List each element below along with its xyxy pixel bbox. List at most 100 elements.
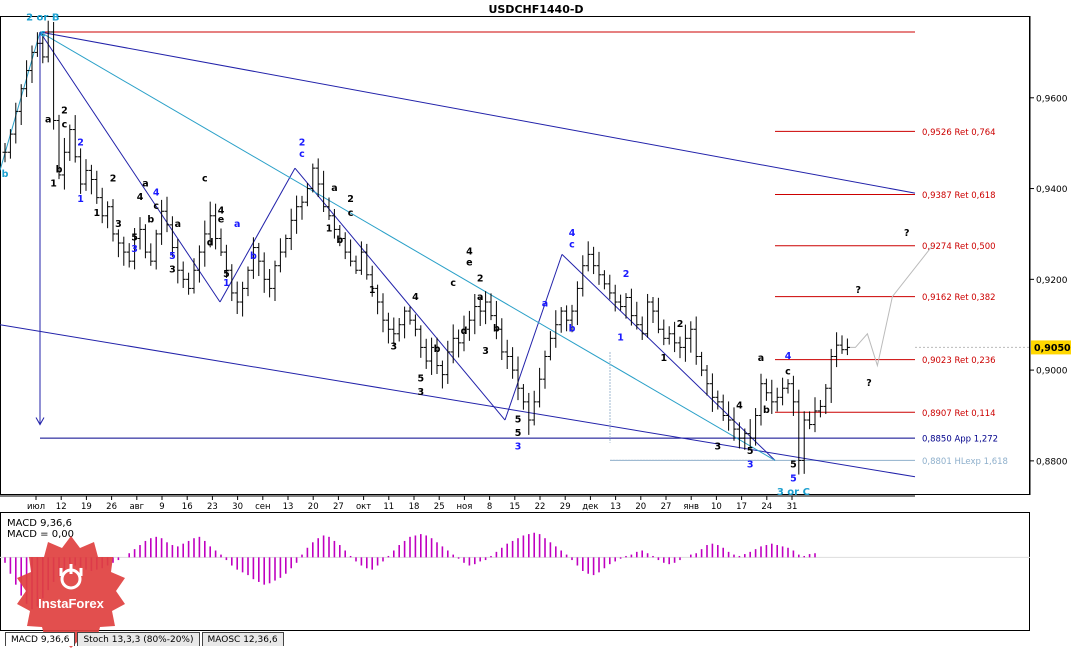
ohlc-bar [466, 310, 472, 341]
upper-channel-line [39, 31, 916, 194]
wave-label: 5 [790, 473, 797, 484]
level-label-4: 0,9023 Ret 0,236 [922, 356, 996, 366]
x-tick-label: 26 [106, 502, 117, 512]
ohlc-bar [774, 387, 780, 412]
ohlc-bar [715, 390, 721, 410]
x-tick-label: янв [683, 502, 699, 512]
ohlc-bar [202, 220, 208, 267]
ohlc-bar [726, 401, 732, 431]
wave-label: 4 [412, 292, 419, 303]
ohlc-bar [364, 243, 370, 280]
ohlc-bar [61, 137, 67, 190]
ohlc-bar [369, 265, 375, 297]
ohlc-bar [628, 288, 634, 326]
ohlc-bar [499, 318, 505, 361]
ohlc-bar [142, 224, 148, 259]
wave-label: 3 [131, 244, 138, 255]
current-price-box [1031, 340, 1071, 355]
ohlc-bar [196, 245, 202, 283]
ohlc-bar [763, 378, 769, 401]
ohlc-bar [13, 102, 19, 144]
wave-label: 4 [218, 206, 225, 217]
wave-label: 5 [417, 373, 424, 384]
logo-icon [59, 564, 83, 590]
ohlc-bar [720, 394, 726, 421]
ohlc-bar [434, 337, 440, 374]
ohlc-bar [164, 196, 170, 233]
ohlc-bar [531, 390, 537, 426]
ohlc-bar [380, 293, 386, 333]
ohlc-bar [180, 261, 186, 288]
level-label-6: 0,8850 App 1,272 [922, 435, 998, 445]
wave-label: c [299, 149, 305, 160]
ohlc-bar [655, 297, 661, 334]
ohlc-bar [159, 199, 165, 245]
level-label-0: 0,9526 Ret 0,764 [922, 128, 996, 138]
ohlc-bar [677, 336, 683, 359]
macd-plot-frame [0, 512, 1030, 631]
ohlc-bar [585, 241, 591, 272]
wave-label: 5 [747, 446, 754, 457]
wave-label: 4 [137, 192, 144, 203]
wave-label: 5 [515, 428, 522, 439]
wave-label: a [142, 178, 148, 189]
ohlc-bar [277, 238, 283, 273]
ohlc-bar [623, 293, 629, 319]
ohlc-bar [493, 300, 499, 340]
wave-label: d [461, 326, 468, 337]
wave-label: a [331, 183, 337, 194]
tab-macd[interactable]: MACD 9,36,6 [5, 632, 76, 646]
teal-line-1 [0, 31, 41, 171]
tab-stoch[interactable]: Stoch 13,3,3 (80%-20%) [77, 632, 200, 646]
ohlc-bar [342, 232, 348, 260]
ohlc-bar [618, 294, 624, 311]
projection-arrow-head [35, 417, 45, 426]
ohlc-bar [423, 338, 429, 369]
ohlc-bar [828, 348, 834, 403]
ohlc-bar [817, 399, 823, 418]
ohlc-bar [753, 408, 759, 446]
ohlc-bar [477, 296, 483, 326]
ohlc-bar [348, 239, 354, 267]
wave-label: 3 [747, 460, 754, 471]
wave-label: 2 or B [26, 13, 59, 24]
ohlc-bar [56, 114, 62, 180]
ohlc-bar [126, 243, 132, 268]
wave-label: 2 [299, 137, 306, 148]
wave-label: 1 [77, 194, 84, 205]
ohlc-bar [105, 201, 111, 229]
wave-label: 5 [169, 251, 176, 262]
ohlc-bar [218, 228, 224, 257]
ohlc-bar [337, 225, 343, 247]
wave-label: 2 [77, 137, 84, 148]
ohlc-bar [650, 296, 656, 323]
wave-label: e [466, 258, 472, 269]
ohlc-bar [121, 236, 127, 266]
ohlc-bar [240, 281, 246, 317]
ohlc-bar [450, 324, 456, 364]
ohlc-bar [245, 266, 251, 297]
ohlc-bar [634, 301, 640, 330]
y-tick-label: 0,9200 [1036, 276, 1068, 286]
x-tick-label: 22 [535, 502, 546, 512]
wave-label: 4 [736, 401, 743, 412]
wave-label: b [569, 324, 576, 335]
tab-maosc[interactable]: MAOSC 12,36,6 [201, 632, 284, 646]
macd-value: MACD = 0,00 [7, 529, 74, 540]
x-tick-label: 20 [635, 502, 646, 512]
ohlc-bar [461, 315, 467, 352]
y-tick-label: 0,9600 [1036, 94, 1068, 104]
wave-label: a [175, 219, 181, 230]
wave-label: 4 [785, 351, 792, 362]
wave-label: 2 [347, 194, 354, 205]
wave-label: 3 [515, 442, 522, 453]
ohlc-bar [661, 319, 667, 346]
wave-label: c [40, 29, 46, 40]
ohlc-bar [321, 170, 327, 212]
wave-label: a [45, 115, 51, 126]
x-tick-label: 31 [787, 502, 798, 512]
wave-label: 5 [515, 414, 522, 425]
wave-label: 1 [93, 208, 100, 219]
ohlc-bar [699, 351, 705, 377]
